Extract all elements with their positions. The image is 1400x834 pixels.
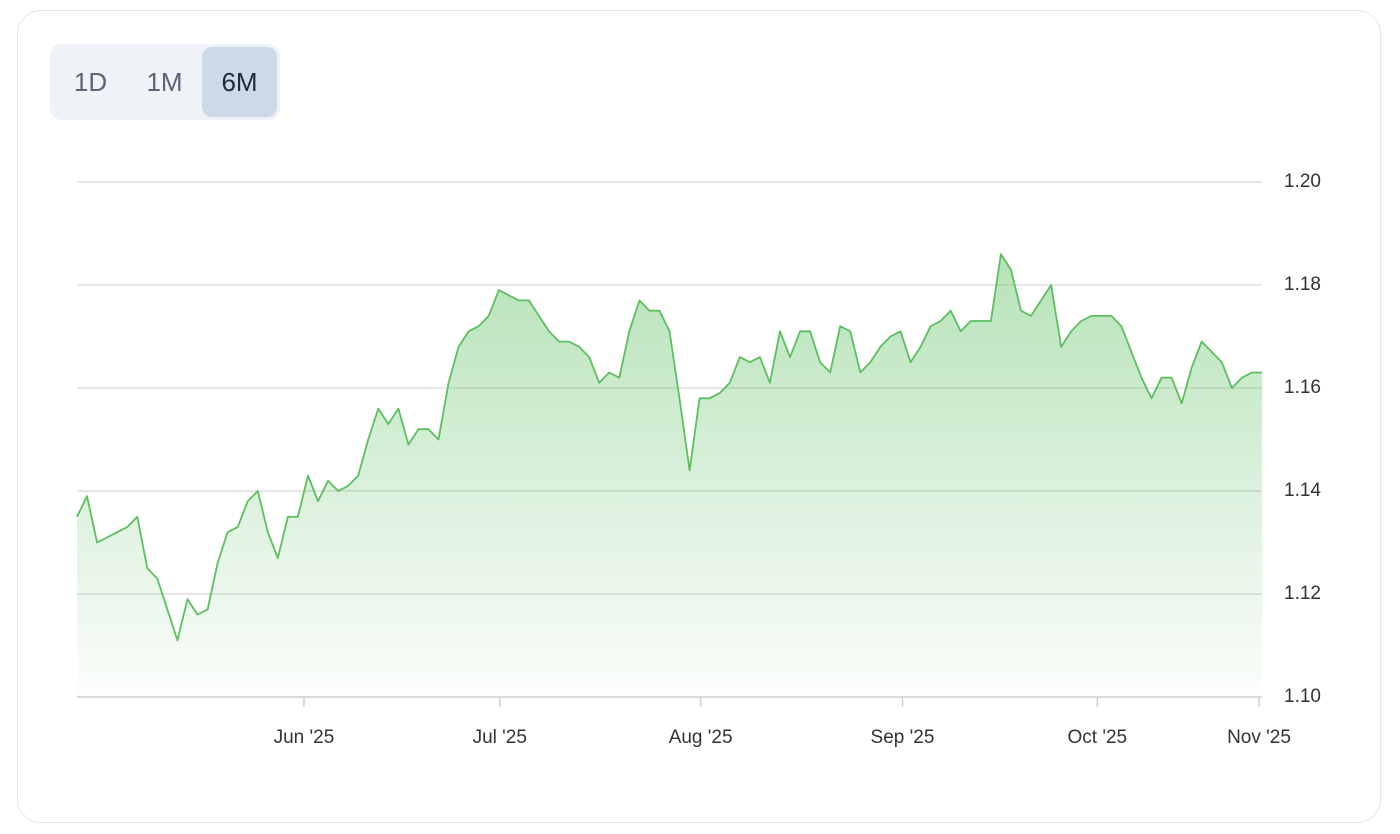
x-tick-label: Aug '25 bbox=[669, 727, 733, 748]
price-line bbox=[76, 253, 1262, 642]
area-fill bbox=[77, 254, 1262, 697]
x-tick-label: Jul '25 bbox=[473, 727, 527, 748]
range-button[interactable]: 6M bbox=[202, 47, 277, 117]
x-tick-label: Nov '25 bbox=[1227, 727, 1291, 748]
range-selector: 1D 1M 6M bbox=[50, 44, 280, 120]
y-tick-label: 1.20 bbox=[1284, 171, 1321, 192]
x-tick-label: Oct '25 bbox=[1068, 727, 1128, 748]
range-button[interactable]: 1M bbox=[146, 67, 183, 97]
x-tick-label: Jun '25 bbox=[274, 727, 335, 748]
range-button[interactable]: 1D bbox=[73, 67, 108, 97]
y-tick-label: 1.18 bbox=[1284, 274, 1321, 295]
y-tick-label: 1.16 bbox=[1284, 377, 1321, 398]
x-tick-label: Sep '25 bbox=[871, 727, 935, 748]
y-tick-label: 1.14 bbox=[1284, 480, 1321, 501]
y-tick-label: 1.12 bbox=[1284, 583, 1321, 604]
y-tick-label: 1.10 bbox=[1284, 686, 1321, 707]
